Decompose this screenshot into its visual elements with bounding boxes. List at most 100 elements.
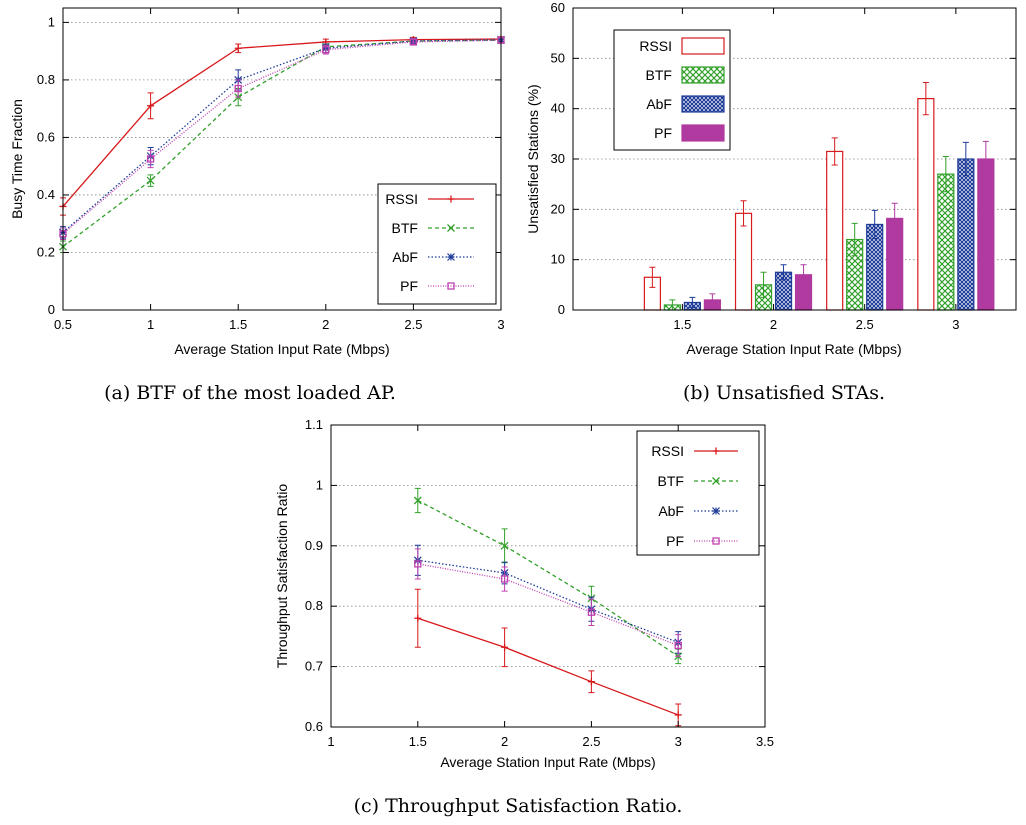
a-ytick-label: 0 [48, 302, 55, 317]
a-series-pf [59, 36, 505, 241]
b-errorbar-rssi [649, 266, 656, 288]
c-legend-marker-pf [712, 537, 720, 545]
b-errorbar-rssi [831, 137, 838, 166]
c-xtick-label: 3.5 [756, 734, 774, 749]
chart-b-legend: RSSI BTF AbF PF [613, 29, 731, 151]
c-legend-label-btf: BTF [658, 473, 684, 489]
chart-a-ticks: 0 0.2 0.4 0.6 0.8 1 0.5 1 1.5 2 2.5 3 [37, 8, 505, 332]
c-xtick-label: 2.5 [582, 734, 600, 749]
b-errorbar-pf [709, 293, 716, 307]
chart-a: 0 0.2 0.4 0.6 0.8 1 0.5 1 1.5 2 2.5 3 Average Stati… [9, 7, 505, 404]
b-legend-label-rssi: RSSI [639, 38, 672, 54]
c-errorbar-pf [675, 634, 682, 657]
a-xtick-label: 1 [147, 317, 154, 332]
b-bar-btf [937, 173, 955, 311]
a-ytick-label: 0.2 [37, 244, 55, 259]
a-point-pf [322, 46, 330, 54]
b-legend-swatch-abf [681, 95, 725, 113]
b-errorbar-abf [780, 264, 787, 281]
c-ytick-label: 1 [316, 477, 323, 492]
a-legend-label-pf: PF [400, 278, 418, 294]
b-errorbar-rssi [922, 81, 929, 116]
b-series-abf [683, 141, 975, 311]
c-errorbar-pf [414, 548, 421, 580]
c-xtick-label: 1 [327, 734, 334, 749]
c-errorbar-pf [588, 598, 595, 627]
a-xtick-label: 2 [322, 317, 329, 332]
a-xtick-label: 1.5 [229, 317, 247, 332]
b-errorbar-btf [942, 155, 949, 193]
c-series-pf [414, 548, 682, 657]
chart-a-xlabel: Average Station Input Rate (Mbps) [174, 341, 389, 357]
a-legend-label-rssi: RSSI [385, 191, 418, 207]
a-legend-label-btf: BTF [392, 220, 418, 236]
a-line-rssi [62, 38, 502, 207]
a-ytick-label: 0.6 [37, 129, 55, 144]
chart-b-caption: (b) Unsatisfied STAs. [683, 382, 885, 404]
b-series-rssi [643, 81, 935, 311]
chart-c-legend: RSSI BTF AbF PF [636, 430, 760, 556]
b-xtick-label: 3 [952, 317, 959, 332]
a-point-rssi [147, 102, 155, 110]
chart-c: 0.6 0.7 0.8 0.9 1 1.1 1 1.5 2 2.5 3 3.5 Average Sta… [274, 417, 774, 817]
c-point-pf [674, 641, 682, 650]
chart-a-series [59, 35, 505, 253]
b-legend-swatch-rssi [681, 37, 725, 55]
chart-c-frame [330, 424, 766, 728]
a-legend-label-abf: AbF [392, 249, 418, 265]
c-legend-label-rssi: RSSI [651, 443, 684, 459]
a-line-abf [62, 38, 502, 233]
a-legend-marker-abf [447, 253, 455, 261]
a-xtick-label: 2.5 [404, 317, 422, 332]
b-ytick-label: 60 [551, 0, 565, 15]
c-line-pf [417, 563, 679, 647]
a-point-pf [409, 38, 418, 46]
b-bar-abf [957, 158, 975, 311]
a-legend-marker-btf [447, 224, 455, 232]
c-xtick-label: 2 [501, 734, 508, 749]
b-ytick-label: 10 [551, 252, 565, 267]
chart-a-ylabel: Busy Time Fraction [9, 99, 25, 219]
b-legend-label-abf: AbF [646, 96, 672, 112]
chart-a-frame [62, 7, 502, 311]
c-line-rssi [417, 617, 679, 716]
a-xtick-label: 0.5 [54, 317, 72, 332]
c-series-abf [413, 544, 683, 654]
a-line-pf [62, 39, 502, 235]
chart-a-legend-box [377, 183, 497, 305]
b-series-btf [663, 155, 955, 311]
a-point-btf [146, 176, 155, 185]
c-legend-marker-btf [712, 477, 720, 485]
c-ytick-label: 0.7 [305, 659, 323, 674]
b-errorbar-pf [800, 264, 807, 286]
a-point-rssi [234, 44, 242, 52]
b-legend-swatch-btf [681, 66, 725, 84]
a-xtick-label: 3 [497, 317, 504, 332]
c-legend-marker-abf [712, 507, 720, 515]
b-xtick-label: 1.5 [673, 317, 691, 332]
chart-c-grid [331, 484, 765, 667]
b-bar-rssi [734, 212, 753, 311]
chart-c-series [413, 487, 683, 727]
chart-a-caption: (a) BTF of the most loaded AP. [104, 382, 396, 404]
b-legend-label-pf: PF [654, 125, 672, 141]
b-ytick-label: 20 [551, 201, 565, 216]
c-ytick-label: 0.6 [305, 719, 323, 734]
c-legend-label-abf: AbF [658, 503, 684, 519]
b-errorbar-rssi [740, 200, 747, 227]
chart-b-ylabel: Unsatisfied Stations (%) [525, 84, 541, 233]
b-errorbar-abf [962, 141, 969, 177]
c-ytick-label: 0.8 [305, 598, 323, 613]
a-ytick-label: 1 [48, 14, 55, 29]
b-errorbar-pf [891, 202, 898, 234]
c-point-btf [413, 496, 422, 505]
c-legend-label-pf: PF [666, 533, 684, 549]
chart-b-series [643, 81, 995, 311]
a-ytick-label: 0.8 [37, 72, 55, 87]
chart-c-xlabel: Average Station Input Rate (Mbps) [440, 754, 655, 770]
b-ytick-label: 40 [551, 101, 565, 116]
b-ytick-label: 0 [558, 302, 565, 317]
a-errorbar-pf [410, 39, 417, 45]
a-errorbar-pf [235, 79, 242, 98]
